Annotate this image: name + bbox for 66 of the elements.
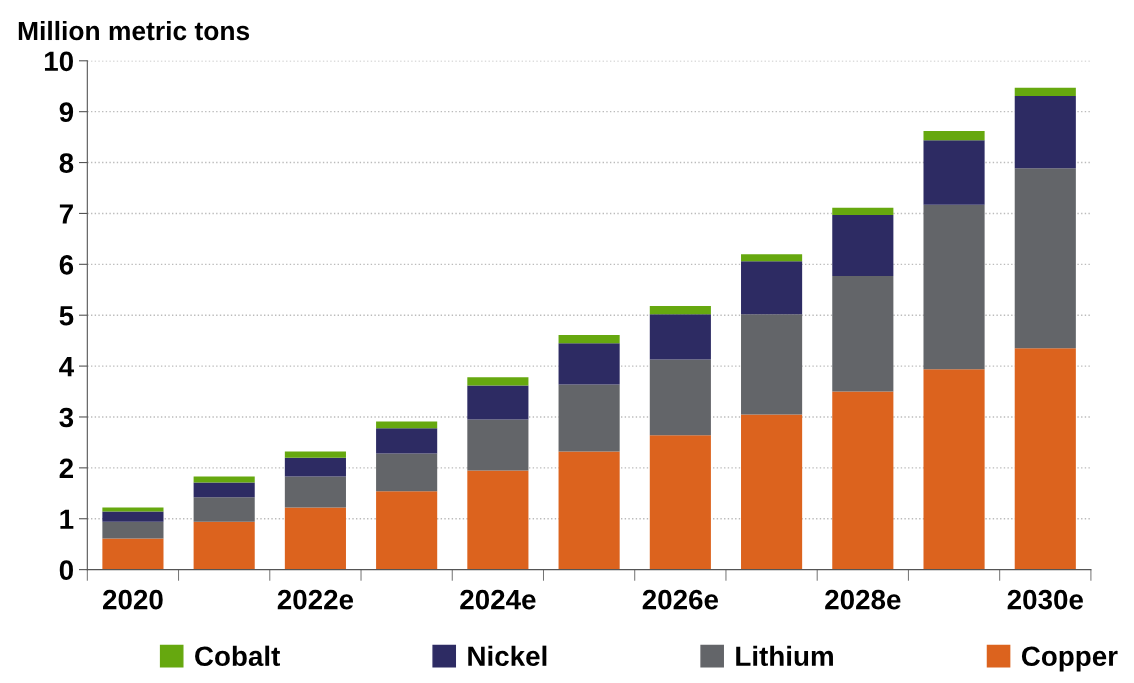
y-tick-label: 0: [59, 560, 73, 580]
bar: [923, 140, 985, 205]
bar: [376, 428, 438, 454]
bar: [376, 491, 438, 570]
legend-label: Copper: [1021, 646, 1118, 672]
bar: [284, 476, 346, 508]
bar: [284, 457, 346, 477]
bar: [832, 276, 894, 392]
bar: [741, 414, 803, 570]
y-tick-label: 4: [59, 357, 74, 377]
y-tick-label: 1: [60, 509, 74, 529]
bar: [649, 306, 711, 315]
bar: [467, 377, 529, 386]
bar: [832, 214, 894, 277]
bar: [193, 521, 255, 570]
y-tick-label: 7: [59, 204, 73, 224]
bar: [467, 385, 529, 420]
bar: [1014, 87, 1076, 96]
bar: [558, 343, 620, 385]
y-tick-label: 5: [59, 306, 74, 326]
bar: [923, 204, 985, 370]
x-tick-label: 2022e: [277, 589, 354, 610]
bar: [832, 207, 894, 215]
bar: [102, 511, 164, 522]
x-tick-label: 2020: [103, 589, 163, 610]
bar: [741, 254, 803, 262]
bar: [923, 369, 985, 570]
y-tick-label: 10: [44, 51, 73, 72]
bar: [558, 384, 620, 452]
y-axis-title: Million metric tons: [18, 20, 250, 41]
x-tick-label: 2028e: [825, 589, 901, 610]
bar: [923, 131, 985, 141]
bar: [558, 451, 620, 570]
bar: [376, 421, 438, 429]
bar: [832, 391, 894, 570]
bar: [376, 453, 438, 492]
x-tick-label: 2030e: [1007, 589, 1083, 610]
bar: [102, 507, 164, 512]
bar: [558, 335, 620, 344]
bar: [284, 451, 346, 458]
bar: [1014, 348, 1076, 570]
bar: [284, 507, 346, 570]
bar: [649, 435, 711, 570]
bar: [741, 261, 803, 315]
bar: [649, 314, 711, 360]
legend-label: Nickel: [468, 645, 547, 667]
y-tick-label: 6: [59, 254, 74, 275]
bar: [193, 482, 255, 498]
bar: [102, 538, 164, 570]
y-tick-label: 8: [59, 153, 74, 173]
bar: [193, 497, 255, 522]
bar: [467, 470, 529, 570]
y-tick-label: 2: [59, 458, 74, 478]
bar: [741, 314, 803, 415]
bar: [467, 419, 529, 471]
y-tick-label: 9: [59, 102, 74, 123]
legend-label: Cobalt: [195, 645, 280, 667]
bar: [1014, 95, 1076, 169]
y-tick-label: 3: [59, 407, 74, 428]
x-tick-label: 2024e: [460, 589, 536, 610]
bar: [193, 476, 255, 483]
bar: [102, 521, 164, 539]
bar: [649, 359, 711, 436]
legend-label: Lithium: [736, 645, 833, 667]
x-tick-label: 2026e: [642, 589, 719, 610]
bar: [1014, 168, 1076, 349]
